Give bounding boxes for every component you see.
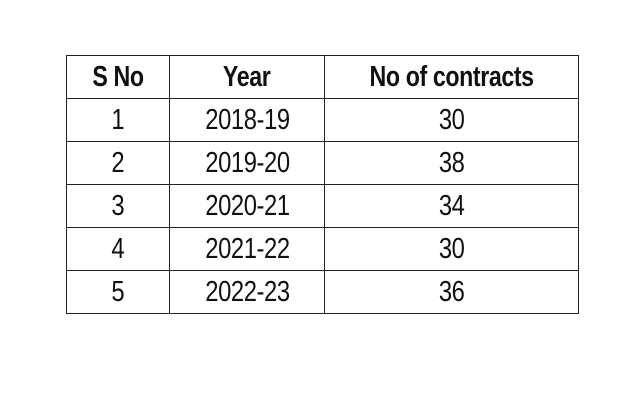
table-row: 1 2018-19 30 [66, 98, 579, 142]
cell-year: 2018-19 [169, 98, 325, 142]
cell-no-of-contracts: 30 [324, 98, 579, 142]
cell-year: 2019-20 [169, 141, 325, 185]
contracts-table-container: S No Year No of contracts 1 2018-19 30 2… [66, 55, 579, 314]
cell-s-no: 5 [66, 270, 170, 314]
cell-year: 2021-22 [169, 227, 325, 271]
table-row: 2 2019-20 38 [66, 141, 579, 185]
header-year: Year [169, 55, 325, 99]
table-row: 4 2021-22 30 [66, 227, 579, 271]
cell-year: 2020-21 [169, 184, 325, 228]
cell-s-no: 2 [66, 141, 170, 185]
cell-s-no: 3 [66, 184, 170, 228]
cell-no-of-contracts: 34 [324, 184, 579, 228]
cell-no-of-contracts: 36 [324, 270, 579, 314]
header-no-of-contracts: No of contracts [324, 55, 579, 99]
contracts-table: S No Year No of contracts 1 2018-19 30 2… [66, 55, 579, 314]
table-header-row: S No Year No of contracts [66, 55, 579, 99]
cell-s-no: 4 [66, 227, 170, 271]
table-row: 5 2022-23 36 [66, 270, 579, 314]
header-s-no: S No [66, 55, 170, 99]
cell-year: 2022-23 [169, 270, 325, 314]
cell-no-of-contracts: 30 [324, 227, 579, 271]
table-row: 3 2020-21 34 [66, 184, 579, 228]
cell-no-of-contracts: 38 [324, 141, 579, 185]
cell-s-no: 1 [66, 98, 170, 142]
